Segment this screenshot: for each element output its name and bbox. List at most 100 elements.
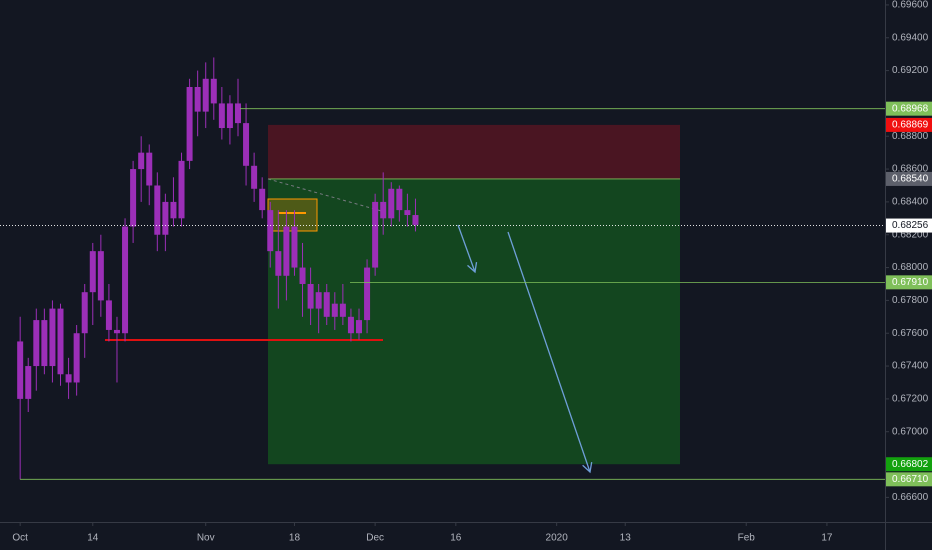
x-tick-label: 17 — [821, 533, 833, 544]
arrow — [457, 224, 476, 273]
candle-body — [105, 300, 112, 330]
candle-body — [57, 308, 64, 375]
y-tick-label: 0.69400 — [892, 32, 929, 43]
x-tick-label: 16 — [450, 533, 462, 544]
candle-body — [218, 103, 225, 129]
candle-body — [299, 267, 306, 284]
price-badge-label: 0.66802 — [892, 459, 929, 470]
price-badge — [886, 457, 932, 472]
candle-body — [122, 226, 129, 334]
candle-body — [412, 215, 419, 225]
candle-body — [291, 226, 298, 268]
candle-body — [17, 341, 24, 399]
price-badge-label: 0.68869 — [892, 120, 929, 131]
candle-body — [226, 103, 233, 129]
candle-body — [146, 152, 153, 186]
trend-dash — [267, 178, 386, 213]
arrow-head — [582, 462, 593, 474]
candle-body — [259, 188, 266, 211]
candle-body — [33, 320, 40, 367]
candle-body — [25, 366, 32, 399]
price-badge-label: 0.68256 — [892, 220, 929, 231]
candle-body — [315, 292, 322, 309]
arrow-head — [467, 262, 478, 274]
candle-body — [251, 165, 258, 189]
candle-body — [65, 374, 72, 383]
candle-body — [89, 251, 96, 293]
y-tick-label: 0.67400 — [892, 361, 929, 372]
order-block — [267, 198, 318, 232]
y-tick-label: 0.68600 — [892, 164, 929, 175]
price-badge — [886, 218, 932, 233]
candle-body — [275, 251, 282, 276]
candle-body — [210, 78, 217, 104]
price-badge-label: 0.66710 — [892, 474, 929, 485]
candle-body — [364, 267, 371, 321]
candle-body — [388, 188, 395, 219]
target-zone — [268, 178, 680, 465]
candle-body — [234, 103, 241, 124]
candle-body — [73, 333, 80, 383]
y-tick-label: 0.68200 — [892, 229, 929, 240]
x-tick-label: Feb — [738, 533, 756, 544]
y-tick-label: 0.69200 — [892, 65, 929, 76]
y-tick-label: 0.67200 — [892, 394, 929, 405]
y-tick-label: 0.66600 — [892, 492, 929, 503]
x-tick-label: 13 — [620, 533, 632, 544]
y-tick-label: 0.68000 — [892, 262, 929, 273]
candle-body — [178, 160, 185, 219]
x-tick-label: 14 — [87, 533, 99, 544]
candle-body — [162, 201, 169, 235]
candle-body — [283, 226, 290, 276]
price-badge-label: 0.68968 — [892, 103, 929, 114]
candle-body — [41, 320, 48, 367]
price-badge — [886, 117, 932, 132]
y-tick-label: 0.68400 — [892, 197, 929, 208]
candle-body — [194, 87, 201, 112]
candle-body — [347, 316, 354, 334]
y-tick-label: 0.67800 — [892, 295, 929, 306]
candle-body — [49, 308, 56, 367]
y-tick-label: 0.68800 — [892, 131, 929, 142]
price-badge — [886, 472, 932, 487]
candle-body — [243, 123, 250, 166]
y-tick-label: 0.67000 — [892, 426, 929, 437]
x-tick-label: 2020 — [546, 533, 569, 544]
candle-body — [202, 78, 209, 112]
price-badge — [886, 171, 932, 186]
arrow — [507, 231, 591, 473]
candle-body — [356, 320, 363, 334]
candle-body — [331, 303, 338, 317]
candle-body — [323, 292, 330, 317]
candle-body — [404, 210, 411, 216]
candle-body — [307, 283, 314, 309]
candle-body — [113, 329, 120, 334]
x-tick-label: 18 — [289, 533, 301, 544]
candle-body — [372, 201, 379, 268]
x-tick-label: Dec — [366, 533, 384, 544]
candle-body — [97, 251, 104, 301]
candle-body — [186, 87, 193, 161]
candle-body — [81, 292, 88, 334]
price-badge — [886, 101, 932, 116]
candle-body — [267, 210, 274, 252]
y-tick-label: 0.69600 — [892, 0, 929, 11]
price-badge-label: 0.68540 — [892, 174, 929, 185]
candle-body — [170, 201, 177, 219]
x-tick-label: Nov — [197, 533, 215, 544]
stop-zone — [268, 124, 680, 179]
axes: 0.69600 0.69400 0.69200 0.68800 0.68600 0.684… — [12, 0, 932, 544]
price-badge-label: 0.67910 — [892, 277, 929, 288]
candle-body — [130, 169, 137, 227]
y-tick-label: 0.67600 — [892, 328, 929, 339]
candle-body — [380, 201, 387, 219]
candle-body — [339, 303, 346, 317]
plot — [0, 57, 885, 480]
price-badge — [886, 275, 932, 290]
candle-body — [154, 185, 161, 235]
candle-body — [138, 152, 145, 170]
candle-body — [396, 188, 403, 211]
x-tick-label: Oct — [12, 533, 28, 544]
